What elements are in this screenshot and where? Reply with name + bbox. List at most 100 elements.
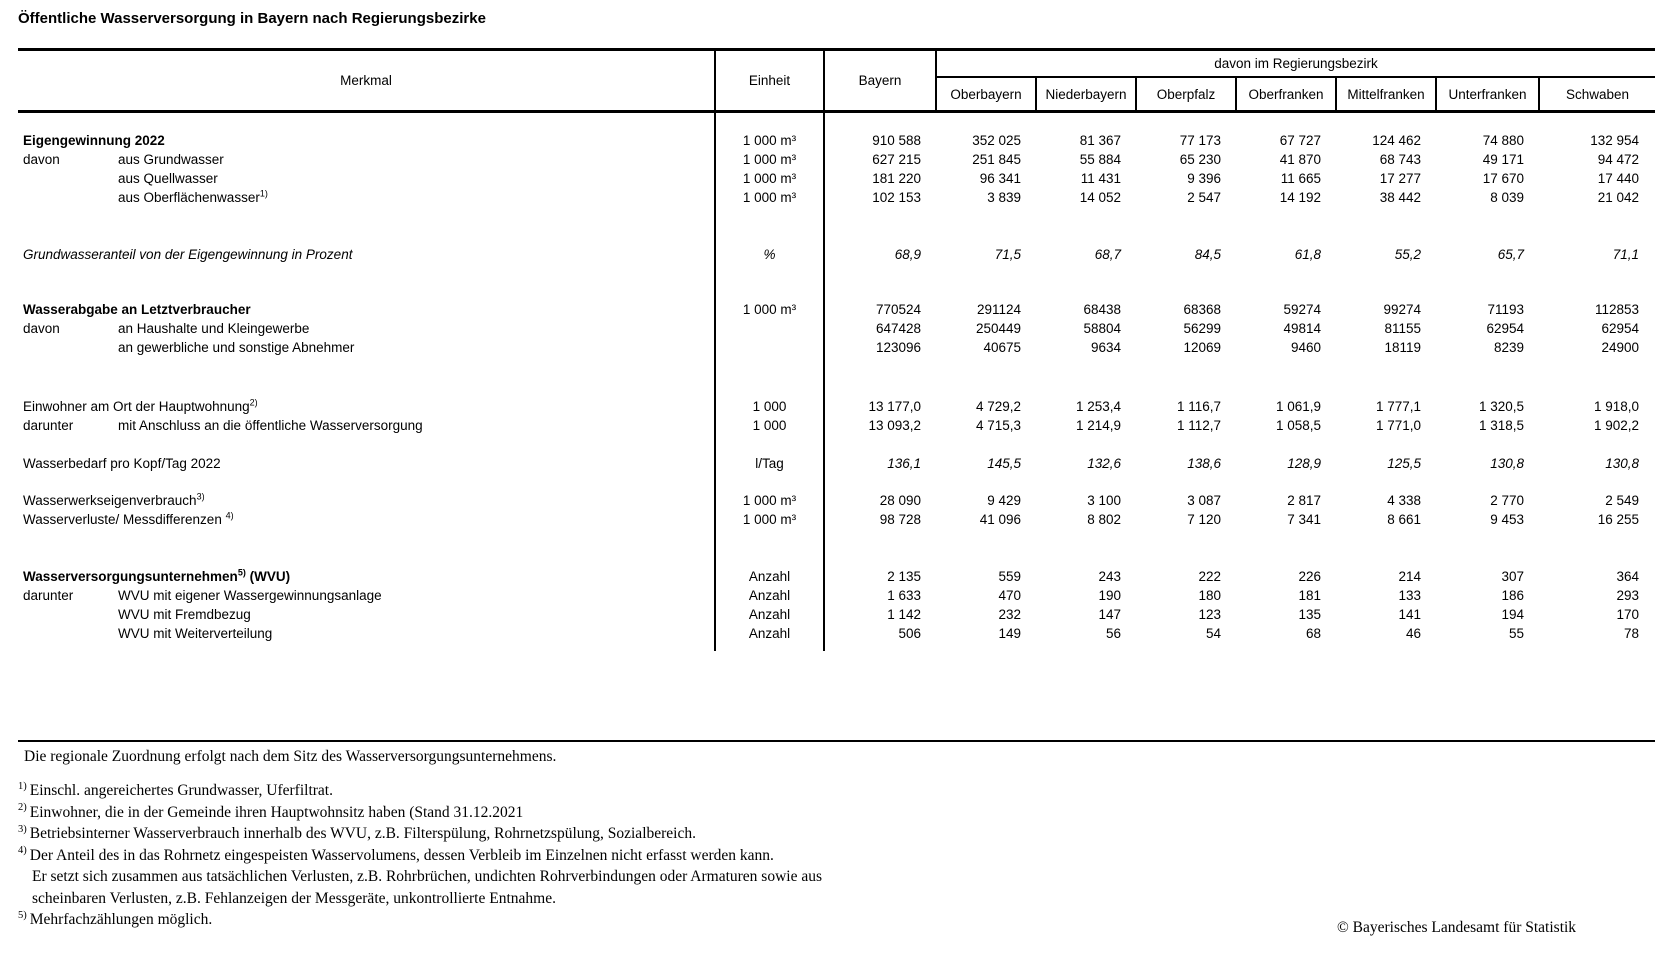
unit-cell — [716, 207, 825, 245]
value-cell: 11 431 — [1080, 171, 1121, 186]
merkmal-cell: Wasserverluste/ Messdifferenzen 4) — [18, 510, 716, 529]
col-group-header-davon: davon im Regierungsbezirk — [937, 51, 1655, 78]
merkmal-cell: WVU mit Weiterverteilung — [18, 624, 716, 643]
value-cell: 1 318,5 — [1478, 418, 1524, 433]
value-cell: 68368 — [1183, 302, 1221, 317]
footnotes: 1) Einschl. angereichertes Grundwasser, U… — [18, 780, 822, 931]
merkmal-cell: WVU mit Fremdbezug — [18, 605, 716, 624]
value-cell: 21 042 — [1597, 190, 1639, 205]
value-cell: 55 — [1508, 626, 1524, 641]
value-cell: 67 727 — [1279, 133, 1321, 148]
value-cell: 4 338 — [1387, 493, 1421, 508]
value-cell: 59274 — [1283, 302, 1321, 317]
merkmal-cell: Einwohner am Ort der Hauptwohnung2) — [18, 397, 716, 416]
value-cell: 14 192 — [1279, 190, 1321, 205]
merkmal-cell: Wasserabgabe an Letztverbraucher — [18, 300, 716, 319]
value-cell: 68,7 — [1094, 247, 1121, 262]
table-row: aus Oberflächenwasser1) 1 000 m³ 102 153 3 … — [18, 188, 1655, 207]
value-cell: 250449 — [975, 321, 1021, 336]
value-cell: 71,5 — [994, 247, 1021, 262]
col-header-oberfranken: Oberfranken — [1237, 78, 1337, 110]
unit-cell — [716, 643, 825, 651]
value-cell: 1 061,9 — [1275, 399, 1321, 414]
row-prefix: darunter — [23, 418, 74, 433]
row-label: WVU mit Weiterverteilung — [118, 626, 273, 641]
value-cell: 8239 — [1493, 340, 1524, 355]
unit-cell: 1 000 m³ — [716, 491, 825, 510]
col-header-einheit: Einheit — [716, 51, 825, 110]
table-row: Wasserwerkseigenverbrauch3) 1 000 m³ 28 09… — [18, 491, 1655, 510]
footnote-line: Er setzt sich zusammen aus tatsächlichen… — [32, 868, 823, 885]
value-cell: 124 462 — [1372, 133, 1421, 148]
value-cell: 96 341 — [979, 171, 1021, 186]
table-row: WVU mit Fremdbezug Anzahl 1 142 232 147 123 13… — [18, 605, 1655, 624]
value-cell: 251 845 — [972, 152, 1021, 167]
row-label: Wasserbedarf pro Kopf/Tag 2022 — [23, 456, 221, 471]
value-cell: 17 277 — [1379, 171, 1421, 186]
value-cell: 130,8 — [1605, 456, 1639, 471]
row-prefix: davon — [23, 152, 60, 167]
col-header-oberpfalz: Oberpfalz — [1137, 78, 1237, 110]
table-row: davon an Haushalte und Kleingewerbe 647428… — [18, 319, 1655, 338]
footnote-line: 4) Der Anteil des in das Rohrnetz eingesp… — [18, 845, 774, 864]
value-cell: 307 — [1501, 569, 1524, 584]
value-cell: 55,2 — [1394, 247, 1421, 262]
value-cell: 11 665 — [1280, 171, 1321, 186]
value-cell: 56 — [1105, 626, 1121, 641]
unit-cell: 1 000 m³ — [716, 131, 825, 150]
value-cell: 190 — [1098, 588, 1121, 603]
merkmal-cell: davon aus Grundwasser — [18, 150, 716, 169]
value-cell: 62954 — [1486, 321, 1524, 336]
col-header-bayern: Bayern — [825, 51, 937, 110]
value-cell: 128,9 — [1287, 456, 1321, 471]
footnote-line: 3) Betriebsinterner Wasserverbrauch inner… — [18, 823, 696, 842]
footnote-line: scheinbaren Verlusten, z.B. Fehlanzeigen… — [32, 889, 556, 907]
merkmal-cell: Eigengewinnung 2022 — [18, 131, 716, 150]
value-cell: 3 839 — [987, 190, 1021, 205]
value-cell: 135 — [1298, 607, 1321, 622]
spacer-row — [18, 643, 1655, 651]
unit-cell: 1 000 — [716, 397, 825, 416]
value-cell: 3 087 — [1187, 493, 1221, 508]
value-cell: 214 — [1398, 569, 1421, 584]
value-cell: 123096 — [875, 340, 921, 355]
footnote-line: 2) Einwohner, die in der Gemeinde ihren H… — [18, 802, 524, 821]
value-cell: 46 — [1405, 626, 1421, 641]
value-cell: 41 870 — [1279, 152, 1321, 167]
table-row: davon aus Grundwasser 1 000 m³ 627 215 251 8… — [18, 150, 1655, 169]
spacer-row — [18, 113, 1655, 131]
value-cell: 1 633 — [887, 588, 921, 603]
value-cell: 94 472 — [1597, 152, 1639, 167]
value-cell: 81 367 — [1079, 133, 1121, 148]
value-cell: 149 — [998, 626, 1021, 641]
merkmal-cell — [18, 207, 716, 245]
value-cell: 24900 — [1601, 340, 1639, 355]
table-row: Wasserversorgungsunternehmen5) (WVU) Anza… — [18, 567, 1655, 586]
value-cell: 910 588 — [872, 133, 921, 148]
value-cell: 352 025 — [972, 133, 1021, 148]
unit-cell: 1 000 — [716, 416, 825, 435]
table-row: darunter WVU mit eigener Wassergewinnungs… — [18, 586, 1655, 605]
merkmal-cell: aus Quellwasser — [18, 169, 716, 188]
table-header: Merkmal Einheit Bayern davon im Regierun… — [18, 48, 1655, 113]
value-cell: 49814 — [1283, 321, 1321, 336]
row-label: Grundwasseranteil von der Eigengewinnung… — [23, 247, 353, 262]
value-cell: 99274 — [1383, 302, 1421, 317]
unit-cell — [716, 319, 825, 338]
merkmal-cell — [18, 473, 716, 491]
value-cell: 18119 — [1384, 340, 1421, 355]
row-label: aus Quellwasser — [118, 171, 218, 186]
value-cell: 62954 — [1601, 321, 1639, 336]
value-cell: 125,5 — [1387, 456, 1421, 471]
unit-cell — [716, 435, 825, 454]
value-cell: 181 220 — [872, 171, 921, 186]
value-cell: 68 — [1305, 626, 1321, 641]
unit-cell — [716, 357, 825, 397]
value-cell: 364 — [1616, 569, 1639, 584]
merkmal-cell: Wasserwerkseigenverbrauch3) — [18, 491, 716, 510]
row-label: Einwohner am Ort der Hauptwohnung2) — [23, 397, 258, 414]
value-cell: 1 777,1 — [1375, 399, 1421, 414]
value-cell: 232 — [998, 607, 1021, 622]
value-cell: 8 039 — [1490, 190, 1524, 205]
unit-cell: 1 000 m³ — [716, 300, 825, 319]
